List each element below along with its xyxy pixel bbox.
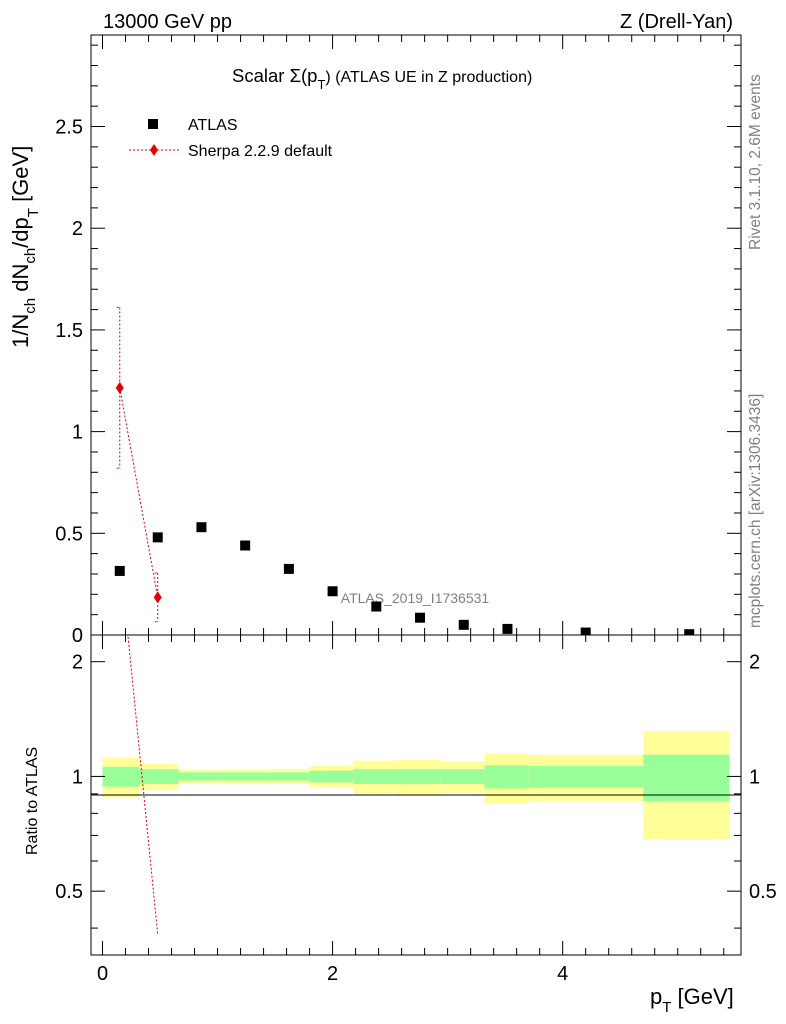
ratio-inner-band-9 [484, 765, 529, 789]
header-right-label: Z (Drell-Yan) [620, 11, 733, 33]
data-point-1 [152, 532, 163, 543]
ratio-inner-band-10 [528, 766, 644, 788]
data-point-9 [502, 623, 513, 634]
mcplots-credit-label: mcplots.cern.ch [arXiv:1306.3436] [747, 394, 764, 628]
ratio-inner-band-5 [309, 770, 354, 783]
legend-atlas-marker [148, 119, 158, 129]
chart-title: Scalar Σ(pT) (ATLAS UE in Z production) [232, 65, 532, 92]
main-mc-series [115, 307, 162, 623]
ratio-mc-series [127, 635, 159, 935]
main-y-tick-label-3: 1.5 [55, 320, 83, 342]
data-point-7 [415, 612, 426, 623]
mc-point-1 [153, 591, 162, 604]
header-left-label: 13000 GeV pp [103, 11, 232, 33]
mc-line [119, 387, 159, 598]
ratio-y-axis-label: Ratio to ATLAS [24, 747, 41, 855]
ratio-y-tick-label-right-0: 0.5 [749, 881, 777, 903]
ratio-inner-band-8 [440, 769, 485, 785]
x-axis-label: pT [GeV] [650, 984, 734, 1016]
data-point-4 [283, 563, 294, 574]
ratio-inner-band-4 [265, 772, 310, 781]
ratio-y-tick-label-left-0: 0.5 [55, 881, 83, 903]
ratio-y-tick-label-left-1: 1 [72, 766, 83, 788]
main-y-tick-label-0: 0 [72, 625, 83, 647]
legend-sherpa-marker [150, 144, 158, 156]
data-point-0 [114, 565, 125, 576]
main-y-tick-label-5: 2.5 [55, 117, 83, 139]
x-tick-label-2: 4 [557, 963, 568, 985]
data-point-5 [327, 586, 338, 597]
ratio-y-tick-label-right-1: 1 [749, 766, 760, 788]
legend-atlas-label: ATLAS [188, 117, 238, 134]
analysis-watermark: ATLAS_2019_I1736531 [341, 590, 490, 606]
ratio-inner-band-11 [643, 754, 730, 802]
main-y-tick-label-4: 2 [72, 218, 83, 240]
main-y-axis-label: 1/Nch dNch/dpT [GeV] [8, 146, 42, 348]
data-point-2 [196, 522, 207, 533]
main-y-tick-label-2: 1 [72, 422, 83, 444]
ratio-inner-band-2 [178, 772, 223, 781]
data-point-6 [371, 601, 382, 612]
ratio-y-tick-label-right-2: 2 [749, 652, 760, 674]
ratio-mc-line [127, 635, 159, 935]
ratio-y-tick-label-left-2: 2 [72, 652, 83, 674]
ratio-uncertainty-bands [102, 731, 730, 840]
ratio-inner-band-3 [222, 772, 266, 781]
rivet-version-label: Rivet 3.1.10, 2.6M events [747, 74, 764, 250]
axis-ticks: 0 0.5 1 1.5 2 2.5 0 2 4 0.5 0.5 1 1 2 2 [55, 35, 777, 985]
ratio-inner-band-6 [353, 769, 398, 785]
ratio-inner-band-0 [102, 766, 140, 787]
legend-sherpa-label: Sherpa 2.2.9 default [188, 143, 333, 160]
data-point-3 [240, 540, 251, 551]
legend: ATLAS Sherpa 2.2.9 default [129, 117, 333, 160]
ratio-inner-band-1 [139, 769, 179, 785]
x-tick-label-1: 2 [327, 963, 338, 985]
x-tick-label-0: 0 [97, 963, 108, 985]
ratio-panel-frame [90, 634, 742, 956]
main-y-tick-label-1: 0.5 [55, 523, 83, 545]
main-data-series [114, 522, 695, 635]
data-point-11 [684, 629, 695, 635]
ratio-inner-band-7 [397, 769, 441, 785]
mc-point-0 [115, 381, 124, 394]
data-point-8 [458, 619, 469, 630]
